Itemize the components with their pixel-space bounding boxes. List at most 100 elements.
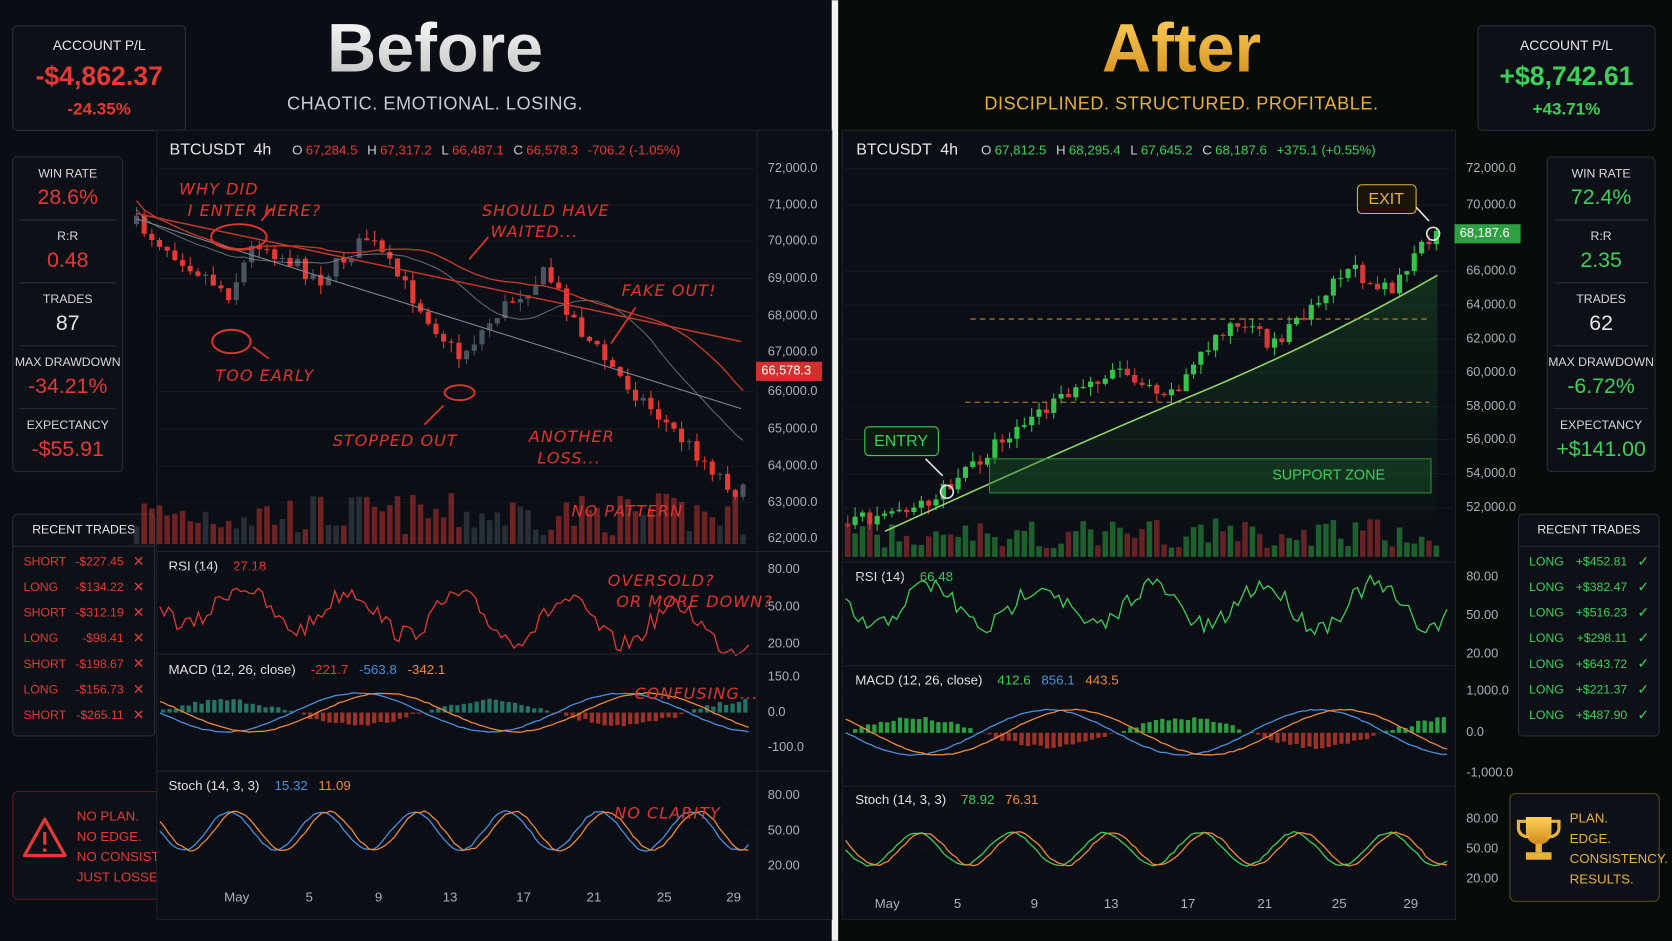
volume-bar xyxy=(310,496,316,545)
volume-bar xyxy=(977,523,983,557)
macd-histogram xyxy=(1268,732,1274,741)
macd-histogram xyxy=(929,720,935,733)
trades-title: RECENT TRADES xyxy=(32,522,135,536)
volume-bar xyxy=(425,518,432,545)
macd-histogram xyxy=(544,710,550,713)
volume-bar xyxy=(1065,531,1072,557)
candle-body xyxy=(540,267,546,285)
macd-histogram xyxy=(1326,732,1331,747)
content: Before CHAOTIC. EMOTIONAL. LOSING. ACCOUNT… xyxy=(12,11,1668,920)
annotation: OVERSOLD? xyxy=(608,571,715,590)
volume-bar xyxy=(874,534,880,557)
macd-histogram xyxy=(436,708,441,713)
info-line: O 67,812.5 H 68,295.4 L 67,645.2 C 68,187.6 +375… xyxy=(981,142,1376,157)
candle-body xyxy=(992,439,998,458)
annotation: ENTRY xyxy=(874,433,928,450)
volume-bar xyxy=(889,524,895,557)
macd-histogram xyxy=(1153,719,1159,733)
macd-line xyxy=(845,708,1448,756)
trade-pnl: +$298.11 xyxy=(1577,631,1628,645)
macd-histogram xyxy=(167,708,172,713)
pane-tick: 50.00 xyxy=(768,822,800,837)
volume-bar xyxy=(379,511,385,545)
info-item: 66.48 xyxy=(920,569,953,584)
candle-body xyxy=(1367,283,1373,285)
candles xyxy=(133,206,746,501)
volume-bar xyxy=(663,493,670,545)
macd-histogram xyxy=(1262,732,1267,738)
candle-body xyxy=(1396,274,1403,294)
volume-bar xyxy=(594,507,600,545)
price-tick: 70,000.0 xyxy=(768,233,818,248)
macd-histogram xyxy=(506,702,511,713)
scribble-arrow xyxy=(423,404,445,426)
info-item: H xyxy=(367,142,377,157)
macd-histogram xyxy=(1294,732,1299,744)
macd-histogram xyxy=(1422,720,1427,733)
price-tick: 68,000.0 xyxy=(768,307,818,322)
candle-body xyxy=(1080,386,1086,389)
info-line: BTCUSDT 4h xyxy=(856,142,958,159)
trade-side: LONG xyxy=(1529,606,1564,620)
stat-label: MAX DRAWDOWN xyxy=(15,355,121,369)
candle-body xyxy=(1154,384,1160,394)
price-tick: 56,000.0 xyxy=(1466,431,1516,446)
candle-body xyxy=(1029,416,1035,426)
stat-value: 0.48 xyxy=(47,248,88,272)
macd-histogram xyxy=(660,712,665,719)
macd-histogram xyxy=(736,701,742,713)
macd-histogram xyxy=(692,709,697,713)
candle-body xyxy=(1087,381,1094,387)
date-label: 17 xyxy=(516,890,531,905)
stats-card xyxy=(12,156,124,473)
candle-body xyxy=(348,258,355,263)
macd-histogram xyxy=(1204,718,1210,733)
volume-bar xyxy=(1433,545,1440,557)
candle-body xyxy=(441,334,447,342)
macd-histogram xyxy=(1192,717,1197,733)
trade-pnl: -$134.22 xyxy=(75,580,124,594)
volume-bar xyxy=(325,524,332,545)
macd-histogram xyxy=(865,724,871,733)
account-card xyxy=(1477,25,1656,131)
pane-tick: 20.00 xyxy=(768,636,800,651)
candle-body xyxy=(1330,278,1336,296)
candle-body xyxy=(1021,425,1027,427)
macd-histogram xyxy=(647,712,652,722)
pane-tick: 1,000.0 xyxy=(1466,683,1509,698)
date-label: 5 xyxy=(954,896,961,911)
trade-icon: ✕ xyxy=(133,604,145,620)
candle-body xyxy=(1323,295,1329,304)
macd-histogram xyxy=(365,712,371,726)
trend-line xyxy=(136,212,742,343)
candle-body xyxy=(302,258,308,280)
macd-histogram xyxy=(1236,729,1242,733)
info-line: Stoch (14, 3, 3) 78.92 76.31 xyxy=(855,792,1038,807)
trend-fill xyxy=(885,275,1438,532)
macd-histogram xyxy=(1435,717,1440,733)
volume-bar xyxy=(1176,547,1182,557)
candle-body xyxy=(1271,338,1278,348)
macd-histogram xyxy=(231,699,236,713)
volume-bar xyxy=(1087,529,1094,557)
macd-histogram xyxy=(269,706,275,713)
volume-bar xyxy=(364,497,370,545)
macd-histogram xyxy=(480,699,486,713)
volume-bar xyxy=(709,517,716,545)
trade-pnl: -$98.41 xyxy=(82,631,124,645)
candle-body xyxy=(1102,378,1108,384)
volume-bar xyxy=(1006,538,1013,557)
candle-body xyxy=(310,274,316,280)
candle-body xyxy=(563,288,569,315)
macd-histogram xyxy=(384,712,390,723)
candle-body xyxy=(1014,426,1020,439)
candle-body xyxy=(1352,264,1358,270)
macd-histogram xyxy=(1416,720,1421,733)
info-item: RSI (14) xyxy=(855,569,905,584)
candle-body xyxy=(156,240,163,247)
macd-histogram xyxy=(743,698,748,713)
candle-body xyxy=(479,330,485,345)
panel-title: After xyxy=(1102,11,1261,87)
candle-body xyxy=(625,375,631,390)
stats-card xyxy=(1546,156,1656,473)
